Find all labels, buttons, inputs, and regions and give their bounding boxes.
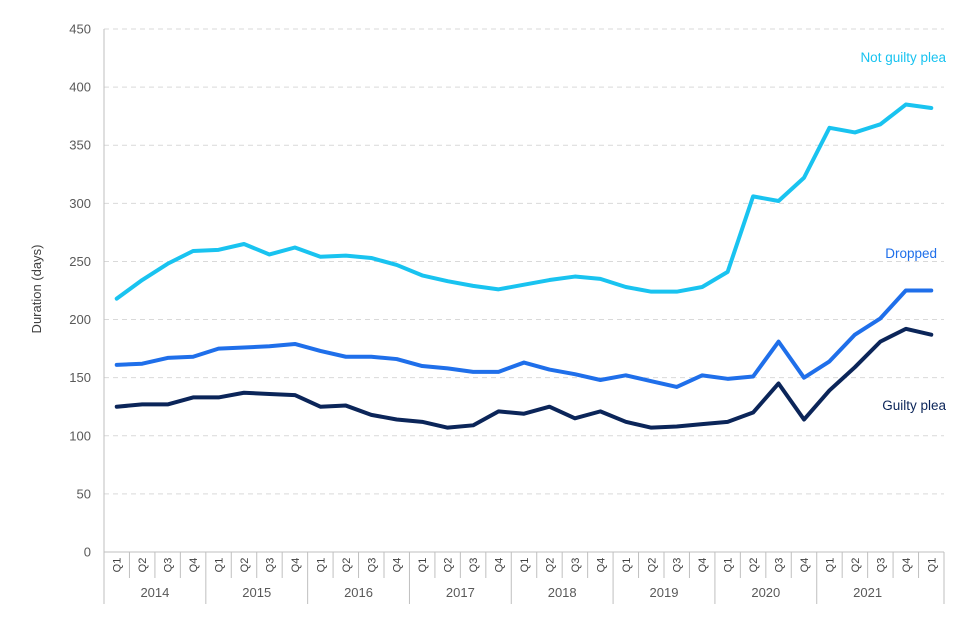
x-tick-label: Q4 [595, 558, 607, 573]
x-tick-label: Q4 [697, 558, 709, 573]
series-line-dropped [114, 288, 934, 389]
x-tick-label: Q3 [366, 558, 378, 573]
x-tick-label: Q4 [392, 558, 404, 573]
year-label: 2019 [650, 585, 679, 600]
y-axis-title: Duration (days) [29, 245, 44, 334]
x-tick-label: Q3 [163, 558, 175, 573]
x-tick-label: Q3 [468, 558, 480, 573]
x-tick-label: Q1 [723, 558, 735, 573]
y-tick-label: 400 [69, 80, 91, 95]
x-tick-label: Q1 [621, 558, 633, 573]
y-tick-label: 100 [69, 428, 91, 443]
x-tick-label: Q4 [799, 558, 811, 573]
series-line-not-guilty-plea [114, 102, 934, 301]
year-label: 2015 [242, 585, 271, 600]
x-tick-label: Q2 [239, 558, 251, 573]
x-tick-label: Q3 [774, 558, 786, 573]
x-tick-label: Q1 [112, 558, 124, 573]
x-axis: Q1 Q2 Q3 Q4 Q1 Q2 Q3 Q4 Q1 Q2 Q3 Q4 Q1 Q2 Q3 Q4 Q1 Q2 Q3 Q4… [103, 29, 945, 604]
x-tick-label: Q1 [315, 558, 327, 573]
y-tick-label: 200 [69, 312, 91, 327]
x-tick-label: Q4 [901, 558, 913, 573]
x-tick-label: Q1 [417, 558, 429, 573]
x-tick-label: Q1 [214, 558, 226, 573]
x-tick-label: Q2 [646, 558, 658, 573]
series-lines [114, 102, 934, 430]
series-labels: Not guilty plea Dropped Guilty plea [860, 50, 946, 413]
year-label: 2021 [853, 585, 882, 600]
x-tick-label: Q1 [824, 558, 836, 573]
x-tick-label: Q2 [137, 558, 149, 573]
x-tick-label: Q2 [544, 558, 556, 573]
y-tick-label: 50 [77, 486, 91, 501]
y-tick-label: 300 [69, 196, 91, 211]
x-tick-label: Q3 [264, 558, 276, 573]
y-axis-ticks: 0 50 100 150 200 250 300 350 400 450 [69, 22, 91, 560]
x-tick-label: Q2 [850, 558, 862, 573]
x-tick-label: Q3 [570, 558, 582, 573]
series-line-guilty-plea [114, 326, 934, 430]
x-tick-label: Q1 [519, 558, 531, 573]
x-tick-label: Q2 [443, 558, 455, 573]
x-tick-label: Q1 [926, 558, 938, 573]
series-label: Guilty plea [882, 398, 946, 413]
year-label: 2014 [140, 585, 169, 600]
x-tick-label: Q4 [188, 558, 200, 573]
x-tick-label: Q3 [672, 558, 684, 573]
series-label: Not guilty plea [860, 50, 946, 65]
year-label: 2018 [548, 585, 577, 600]
y-tick-label: 0 [84, 545, 91, 560]
x-tick-label: Q4 [494, 558, 506, 573]
x-tick-label: Q4 [290, 558, 302, 573]
series-label: Dropped [885, 246, 937, 261]
year-label: 2016 [344, 585, 373, 600]
x-tick-label: Q3 [875, 558, 887, 573]
x-tick-label: Q2 [341, 558, 353, 573]
gridlines [104, 28, 944, 495]
y-tick-label: 350 [69, 138, 91, 153]
y-tick-label: 450 [69, 22, 91, 37]
y-tick-label: 250 [69, 254, 91, 269]
y-tick-label: 150 [69, 370, 91, 385]
x-tick-label: Q2 [748, 558, 760, 573]
year-label: 2020 [751, 585, 780, 600]
year-label: 2017 [446, 585, 475, 600]
